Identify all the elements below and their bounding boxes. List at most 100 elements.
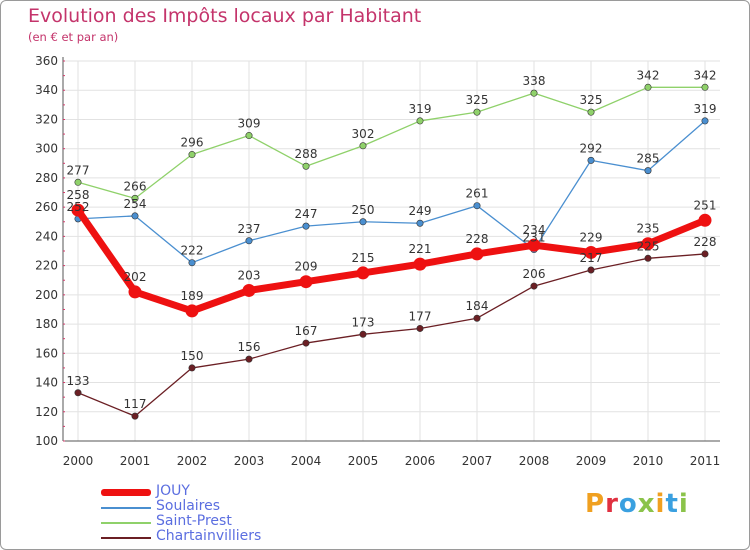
- data-label-saint-prest: 342: [637, 68, 660, 82]
- data-label-jouy: 229: [580, 230, 603, 244]
- data-label-jouy: 228: [466, 232, 489, 246]
- data-label-chartainvilliers: 177: [409, 309, 432, 323]
- y-tick-label: 200: [35, 288, 58, 302]
- data-point-soulaires: [188, 259, 196, 267]
- legend-label: Soulaires: [156, 498, 221, 514]
- data-point-saint-prest: [188, 151, 196, 159]
- data-label-jouy: 215: [352, 251, 375, 265]
- y-tick-label: 340: [35, 83, 58, 97]
- y-tick-label: 220: [35, 259, 58, 273]
- y-tick-label: 160: [35, 346, 58, 360]
- data-label-jouy: 235: [637, 222, 660, 236]
- data-point-jouy: [413, 257, 427, 271]
- data-point-chartainvilliers: [530, 282, 538, 290]
- data-label-chartainvilliers: 150: [181, 349, 204, 363]
- proxiti-logo: Proxiti: [585, 489, 689, 519]
- data-label-saint-prest: 319: [409, 102, 432, 116]
- data-label-saint-prest: 338: [523, 74, 546, 88]
- data-label-soulaires: 237: [238, 222, 261, 236]
- data-label-chartainvilliers: 184: [466, 299, 489, 313]
- data-point-chartainvilliers: [416, 324, 424, 332]
- data-label-jouy: 221: [409, 242, 432, 256]
- data-label-saint-prest: 266: [124, 179, 147, 193]
- logo-letter: r: [605, 489, 619, 519]
- chart-title: Evolution des Impôts locaux par Habitant: [28, 5, 422, 27]
- data-point-jouy: [641, 237, 655, 251]
- y-tick-label: 260: [35, 200, 58, 214]
- data-label-jouy: 234: [523, 223, 546, 237]
- data-point-chartainvilliers: [188, 364, 196, 372]
- logo-letter: P: [585, 489, 606, 519]
- data-label-soulaires: 319: [694, 102, 717, 116]
- data-label-chartainvilliers: 173: [352, 315, 375, 329]
- data-label-soulaires: 222: [181, 244, 204, 258]
- data-label-chartainvilliers: 225: [637, 239, 660, 253]
- data-label-saint-prest: 288: [295, 147, 318, 161]
- data-point-soulaires: [416, 219, 424, 227]
- series-line-saint-prest: [77, 86, 706, 200]
- data-label-soulaires: 250: [352, 203, 375, 217]
- legend-label: Saint-Prest: [156, 513, 232, 529]
- data-label-soulaires: 261: [466, 187, 489, 201]
- legend-swatch: [101, 489, 151, 496]
- data-point-soulaires: [473, 202, 481, 210]
- data-point-saint-prest: [473, 108, 481, 116]
- x-tick-label: 2004: [291, 454, 322, 468]
- data-point-chartainvilliers: [131, 412, 139, 420]
- data-label-chartainvilliers: 217: [580, 251, 603, 265]
- data-point-soulaires: [359, 218, 367, 226]
- data-point-jouy: [128, 285, 142, 299]
- logo-letter: i: [678, 489, 689, 519]
- y-tick-label: 320: [35, 112, 58, 126]
- data-point-soulaires: [302, 222, 310, 230]
- data-point-jouy: [242, 283, 256, 297]
- logo-letter: t: [665, 489, 679, 519]
- data-point-saint-prest: [530, 89, 538, 97]
- series-line-soulaires: [77, 120, 706, 264]
- x-tick-label: 2003: [234, 454, 265, 468]
- data-label-saint-prest: 325: [580, 93, 603, 107]
- data-point-chartainvilliers: [701, 250, 709, 258]
- data-point-saint-prest: [644, 83, 652, 91]
- data-label-soulaires: 252: [67, 200, 90, 214]
- data-point-saint-prest: [587, 108, 595, 116]
- legend-label: Chartainvilliers: [156, 528, 262, 544]
- x-tick-label: 2002: [177, 454, 208, 468]
- x-tick-label: 2010: [633, 454, 664, 468]
- y-tick-label: 180: [35, 317, 58, 331]
- data-point-chartainvilliers: [473, 314, 481, 322]
- x-tick-label: 2007: [462, 454, 493, 468]
- data-point-jouy: [185, 304, 199, 318]
- y-tick-label: 120: [35, 405, 58, 419]
- data-point-chartainvilliers: [245, 355, 253, 363]
- data-label-jouy: 202: [124, 270, 147, 284]
- x-tick-label: 2011: [690, 454, 721, 468]
- data-point-jouy: [299, 275, 313, 289]
- legend-swatch: [101, 522, 151, 524]
- y-tick-label: 360: [35, 54, 58, 68]
- x-tick-label: 2001: [120, 454, 151, 468]
- data-label-soulaires: 254: [124, 197, 147, 211]
- legend-swatch: [101, 537, 151, 539]
- y-tick-label: 300: [35, 142, 58, 156]
- data-label-jouy: 258: [67, 188, 90, 202]
- data-label-saint-prest: 309: [238, 117, 261, 131]
- data-label-jouy: 251: [694, 198, 717, 212]
- x-tick-label: 2009: [576, 454, 607, 468]
- data-label-jouy: 189: [181, 289, 204, 303]
- logo-letter: o: [618, 489, 638, 519]
- data-label-jouy: 203: [238, 268, 261, 282]
- data-label-soulaires: 247: [295, 207, 318, 221]
- data-point-chartainvilliers: [74, 389, 82, 397]
- data-label-chartainvilliers: 228: [694, 235, 717, 249]
- data-point-soulaires: [701, 117, 709, 125]
- data-label-saint-prest: 325: [466, 93, 489, 107]
- data-point-saint-prest: [416, 117, 424, 125]
- y-tick-label: 140: [35, 376, 58, 390]
- data-point-soulaires: [644, 167, 652, 175]
- data-point-saint-prest: [131, 194, 139, 202]
- data-point-soulaires: [131, 212, 139, 220]
- data-point-saint-prest: [359, 142, 367, 150]
